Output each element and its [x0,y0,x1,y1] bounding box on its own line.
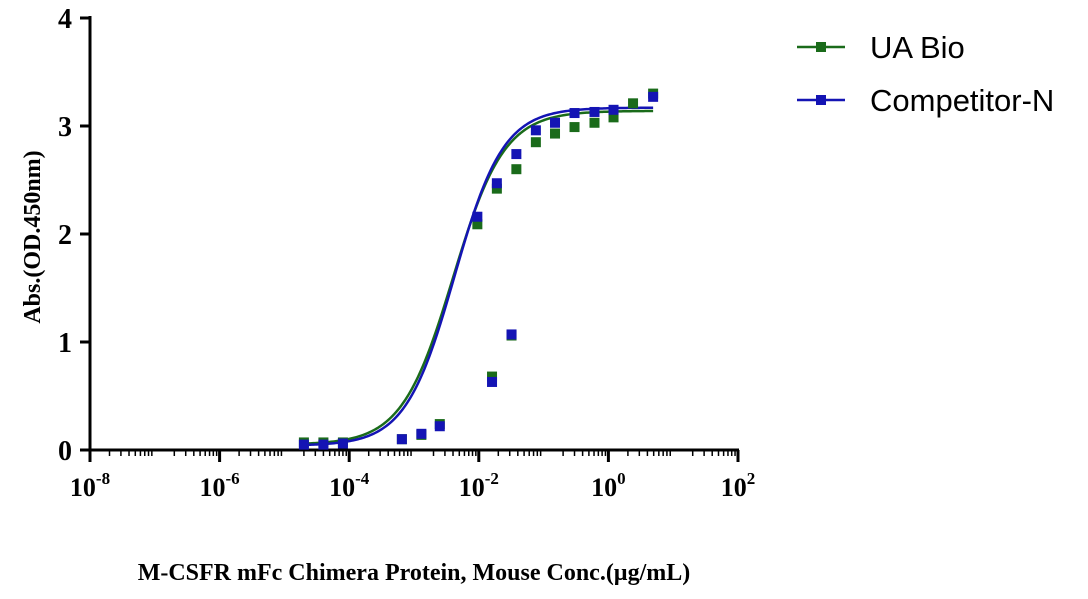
x-tick-label: 10-6 [200,469,240,502]
y-tick-label: 2 [58,220,72,251]
legend-label: Competitor-N [870,83,1054,118]
data-point-series-1 [589,106,600,117]
x-axis-label: M-CSFR mFc Chimera Protein, Mouse Conc.(… [138,560,691,586]
data-point-series-0 [491,183,502,194]
data-point-series-1 [416,428,427,439]
x-tick-label: 102 [721,469,756,502]
data-point-series-0 [569,122,580,133]
data-point-series-0 [530,137,541,148]
data-point-series-1 [648,91,659,102]
y-axis-label: Abs.(OD.450nm) [20,150,46,323]
data-point-series-1 [530,125,541,136]
data-point-series-1 [608,104,619,115]
y-tick-label: 4 [58,4,72,35]
data-point-series-1 [298,439,309,450]
data-point-series-1 [511,149,522,160]
y-tick-label: 3 [58,112,72,143]
legend-marker [816,95,826,105]
data-point-series-0 [550,128,561,139]
fit-curves [303,106,654,447]
data-point-series-1 [569,108,580,119]
data-point-series-0 [511,164,522,175]
data-point-series-0 [628,98,639,109]
data-point-series-0 [487,371,498,382]
data-point-series-1 [434,421,445,432]
data-point-series-1 [318,439,329,450]
data-point-series-1 [506,329,517,340]
axes: 0 1 2 3 4 10-8 10-6 10-4 10-2 100 102 [58,4,755,502]
data-point-series-0 [589,117,600,128]
data-point-series-1 [472,211,483,222]
data-point-series-1 [337,438,348,449]
legend-marker [816,42,826,52]
fit-curve-1 [303,106,654,447]
data-point-series-0 [472,219,483,230]
data-points [298,88,659,450]
fit-curve-0 [303,109,654,445]
x-tick-label: 10-8 [70,469,110,502]
data-point-series-1 [487,376,498,387]
data-point-series-1 [550,117,561,128]
y-tick-label: 1 [58,328,72,359]
data-point-series-0 [608,112,619,123]
legend: UA Bio Competitor-N [797,30,1054,118]
y-tick-label: 0 [58,436,72,467]
data-point-series-1 [491,178,502,189]
x-tick-label: 100 [591,469,626,502]
x-tick-label: 10-4 [329,469,370,502]
legend-label: UA Bio [870,30,965,65]
data-point-series-1 [396,434,407,445]
x-tick-label: 10-2 [459,469,499,502]
